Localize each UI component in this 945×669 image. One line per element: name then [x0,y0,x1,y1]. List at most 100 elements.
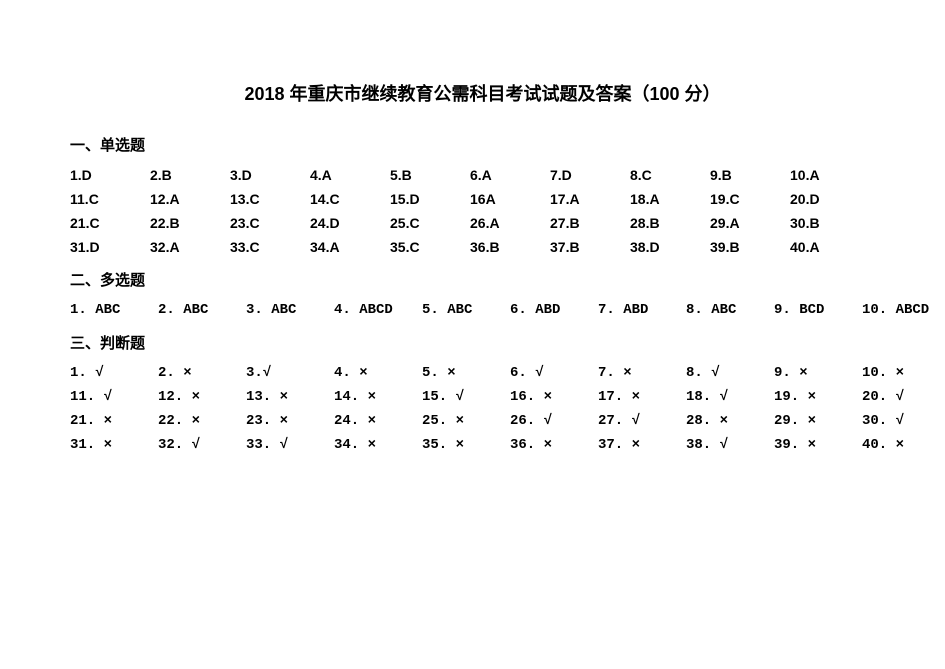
answer-cell: 27.B [550,215,630,231]
answer-cell: 20. √ [862,389,945,405]
single-row: 1.D 2.B 3.D 4.A 5.B 6.A 7.D 8.C 9.B 10.A [70,167,895,183]
answer-cell: 7.D [550,167,630,183]
answer-cell: 33.C [230,239,310,255]
answer-cell: 2. × [158,365,246,381]
multi-row: 1. ABC 2. ABC 3. ABC 4. ABCD 5. ABC 6. A… [70,302,895,318]
answer-cell: 23. × [246,413,334,429]
answer-cell: 19.C [710,191,790,207]
answer-cell: 2. ABC [158,302,246,318]
answer-cell: 27. √ [598,413,686,429]
answer-cell: 24. × [334,413,422,429]
answer-cell: 31.D [70,239,150,255]
document-page: 2018 年重庆市继续教育公需科目考试试题及答案（100 分） 一、单选题 1.… [0,0,945,501]
answer-cell: 39.B [710,239,790,255]
answer-cell: 18. √ [686,389,774,405]
answer-cell: 26.A [470,215,550,231]
answer-cell: 30.B [790,215,870,231]
page-title: 2018 年重庆市继续教育公需科目考试试题及答案（100 分） [70,80,895,106]
answer-cell: 21. × [70,413,158,429]
answer-cell: 5. × [422,365,510,381]
single-row: 11.C 12.A 13.C 14.C 15.D 16A 17.A 18.A 1… [70,191,895,207]
answer-cell: 3. ABC [246,302,334,318]
answer-cell: 13.C [230,191,310,207]
answer-cell: 19. × [774,389,862,405]
section-header-judge: 三、判断题 [70,332,895,353]
answer-cell: 40. × [862,437,945,453]
answer-cell: 8. ABC [686,302,774,318]
answer-cell: 15.D [390,191,470,207]
answer-cell: 13. × [246,389,334,405]
answer-cell: 23.C [230,215,310,231]
answer-cell: 37.B [550,239,630,255]
answer-cell: 9.B [710,167,790,183]
answer-cell: 1. ABC [70,302,158,318]
answer-cell: 9. BCD [774,302,862,318]
answer-cell: 21.C [70,215,150,231]
answer-cell: 10. ABCD [862,302,945,318]
answer-cell: 29.A [710,215,790,231]
answer-cell: 34. × [334,437,422,453]
answer-cell: 1. √ [70,365,158,381]
answer-cell: 25. × [422,413,510,429]
answer-cell: 20.D [790,191,870,207]
answer-cell: 33. √ [246,437,334,453]
answer-cell: 12.A [150,191,230,207]
answer-cell: 36.B [470,239,550,255]
answer-cell: 17.A [550,191,630,207]
answer-cell: 5.B [390,167,470,183]
answer-cell: 28. × [686,413,774,429]
answer-cell: 8. √ [686,365,774,381]
answer-cell: 24.D [310,215,390,231]
answer-cell: 11.C [70,191,150,207]
answer-cell: 10.A [790,167,870,183]
answer-cell: 16. × [510,389,598,405]
answer-cell: 3.√ [246,365,334,381]
judge-row: 21. × 22. × 23. × 24. × 25. × 26. √ 27. … [70,413,895,429]
answer-cell: 28.B [630,215,710,231]
answer-cell: 7. × [598,365,686,381]
judge-row: 11. √ 12. × 13. × 14. × 15. √ 16. × 17. … [70,389,895,405]
single-row: 31.D 32.A 33.C 34.A 35.C 36.B 37.B 38.D … [70,239,895,255]
answer-cell: 11. √ [70,389,158,405]
answer-cell: 22.B [150,215,230,231]
answer-cell: 5. ABC [422,302,510,318]
answer-cell: 12. × [158,389,246,405]
answer-cell: 4. ABCD [334,302,422,318]
answer-cell: 6. ABD [510,302,598,318]
judge-row: 1. √ 2. × 3.√ 4. × 5. × 6. √ 7. × 8. √ 9… [70,365,895,381]
single-row: 21.C 22.B 23.C 24.D 25.C 26.A 27.B 28.B … [70,215,895,231]
answer-cell: 15. √ [422,389,510,405]
answer-cell: 10. × [862,365,945,381]
answer-cell: 14. × [334,389,422,405]
answer-cell: 17. × [598,389,686,405]
answer-cell: 31. × [70,437,158,453]
answer-cell: 3.D [230,167,310,183]
answer-cell: 38.D [630,239,710,255]
answer-cell: 40.A [790,239,870,255]
answer-cell: 29. × [774,413,862,429]
answer-cell: 36. × [510,437,598,453]
answer-cell: 4.A [310,167,390,183]
section-header-multi: 二、多选题 [70,269,895,290]
answer-cell: 14.C [310,191,390,207]
answer-cell: 22. × [158,413,246,429]
answer-cell: 16A [470,191,550,207]
answer-cell: 1.D [70,167,150,183]
answer-cell: 8.C [630,167,710,183]
answer-cell: 38. √ [686,437,774,453]
answer-cell: 39. × [774,437,862,453]
answer-cell: 35.C [390,239,470,255]
answer-cell: 6.A [470,167,550,183]
answer-cell: 35. × [422,437,510,453]
answer-cell: 32. √ [158,437,246,453]
answer-cell: 7. ABD [598,302,686,318]
answer-cell: 34.A [310,239,390,255]
answer-cell: 37. × [598,437,686,453]
answer-cell: 9. × [774,365,862,381]
answer-cell: 30. √ [862,413,945,429]
answer-cell: 26. √ [510,413,598,429]
section-header-single: 一、单选题 [70,134,895,155]
answer-cell: 2.B [150,167,230,183]
answer-cell: 18.A [630,191,710,207]
answer-cell: 32.A [150,239,230,255]
